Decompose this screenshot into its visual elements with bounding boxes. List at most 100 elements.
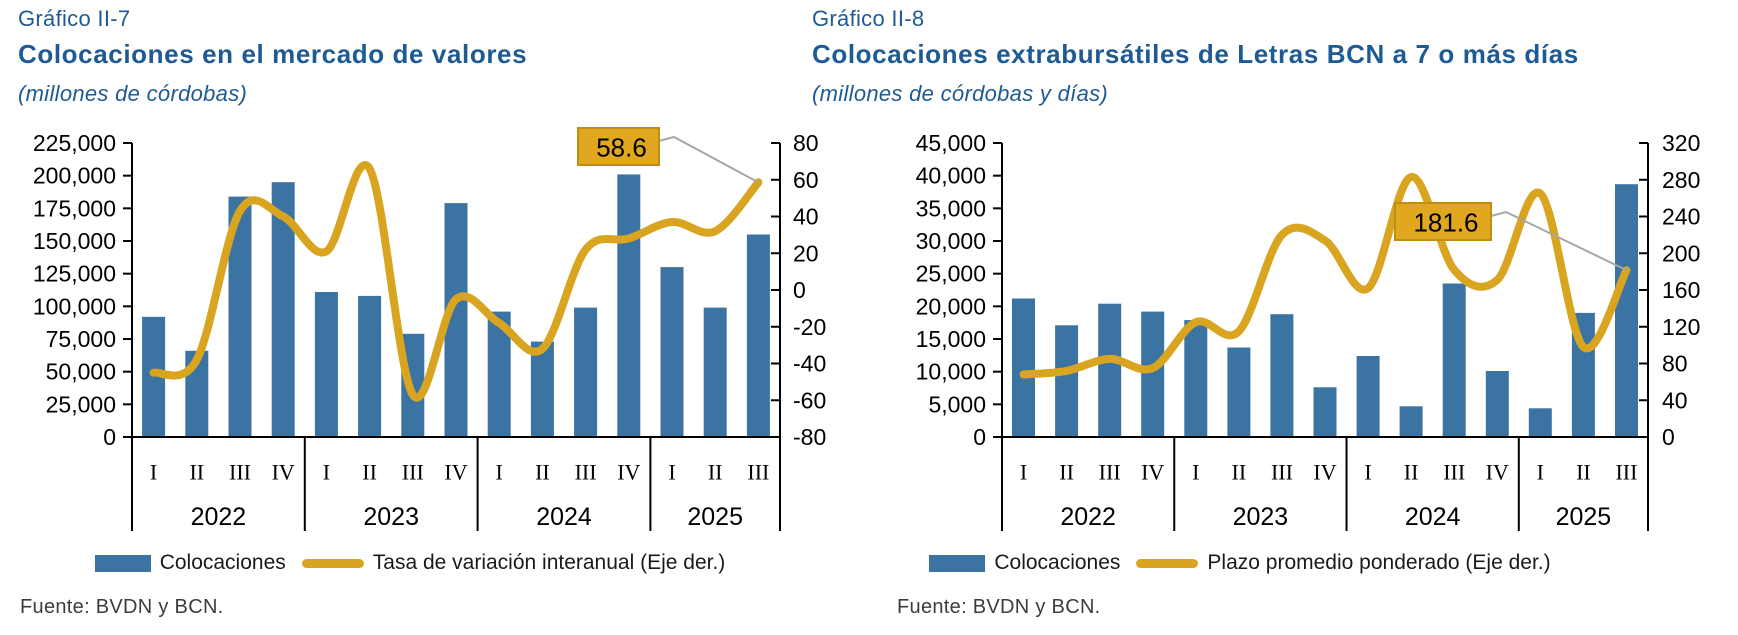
- quarter-label: I: [1537, 460, 1544, 485]
- chart-grafico-ii-7: Gráfico II-7 Colocaciones en el mercado …: [0, 0, 860, 635]
- left-axis-tick-label: 45,000: [916, 130, 986, 156]
- legend-bar-label: Colocaciones: [159, 551, 286, 574]
- quarter-label: II: [1232, 460, 1247, 485]
- quarter-label: I: [668, 460, 675, 485]
- bar-2024-III: [574, 307, 598, 437]
- bar-2023-IV: [1313, 387, 1337, 437]
- bar-2025-II: [703, 307, 727, 437]
- left-axis-tick-label: 10,000: [916, 359, 986, 385]
- trend-line: [1019, 173, 1631, 379]
- bar-2025-I: [660, 267, 684, 437]
- legend-bar-label: Colocaciones: [994, 551, 1121, 574]
- bar-2024-II: [1399, 406, 1423, 437]
- bar-2022-III: [228, 196, 252, 437]
- bar-2022-II: [1055, 325, 1079, 437]
- data-label-text: 58.6: [596, 133, 647, 163]
- quarter-label: IV: [617, 460, 640, 485]
- quarter-label: I: [1020, 460, 1027, 485]
- right-axis-tick-label: 80: [1662, 351, 1688, 377]
- left-axis-tick-label: 0: [973, 424, 986, 450]
- bar-2025-I: [1528, 408, 1552, 437]
- bar-2025-III: [746, 234, 770, 437]
- year-label: 2024: [536, 503, 592, 531]
- chart-legend: Colocaciones Plazo promedio ponderado (E…: [870, 551, 1610, 575]
- data-label-box: [1394, 202, 1492, 241]
- right-axis-tick-label: 80: [793, 130, 819, 156]
- right-axis-tick-label: 0: [1662, 424, 1675, 450]
- year-label: 2023: [363, 503, 419, 531]
- quarter-label: IV: [1313, 460, 1336, 485]
- bar-2024-III: [1442, 283, 1466, 437]
- quarter-label: II: [535, 460, 550, 485]
- bar-line-chart-canvas: 45,000 40,000 35,000 30,000 25,000 20,000 15,0…: [916, 130, 1700, 531]
- right-axis-tick-label: -80: [793, 424, 826, 450]
- quarter-label: II: [1404, 460, 1419, 485]
- left-axis-tick-label: 5,000: [928, 391, 986, 417]
- quarter-label: III: [1615, 460, 1637, 485]
- year-label: 2022: [191, 503, 247, 531]
- right-axis-tick-label: 40: [1662, 387, 1688, 413]
- left-axis-tick-label: 20,000: [916, 293, 986, 319]
- quarter-label: II: [1059, 460, 1074, 485]
- left-axis-tick-label: 150,000: [33, 228, 116, 254]
- legend-line-swatch: [301, 558, 364, 568]
- quarter-label: I: [496, 460, 503, 485]
- source-note: Fuente: BVDN y BCN.: [20, 596, 224, 618]
- left-axis-tick-label: 175,000: [33, 195, 116, 221]
- year-label: 2025: [1556, 503, 1612, 531]
- quarter-label: II: [362, 460, 377, 485]
- year-label: 2024: [1405, 503, 1461, 531]
- quarter-label: III: [1443, 460, 1465, 485]
- left-axis-tick-label: 0: [103, 424, 116, 450]
- chart-subtitle: (millones de córdobas y días): [812, 81, 1109, 106]
- right-axis-tick-label: -60: [793, 387, 826, 413]
- bar-2022-IV: [1141, 311, 1165, 437]
- right-axis-tick-label: 0: [793, 277, 806, 303]
- bar-line-chart-canvas: 225,000 200,000 175,000 150,000 125,000 100,0…: [33, 127, 826, 531]
- bar-2025-III: [1615, 184, 1638, 437]
- right-axis-tick-label: 200: [1662, 240, 1700, 266]
- left-axis-tick-label: 50,000: [46, 359, 116, 385]
- left-axis-tick-label: 125,000: [33, 261, 116, 287]
- quarter-label: III: [1099, 460, 1121, 485]
- left-axis-tick-label: 75,000: [46, 326, 116, 352]
- bar-2023-IV: [444, 203, 468, 437]
- quarter-label: IV: [444, 460, 467, 485]
- left-axis-tick-label: 25,000: [916, 261, 986, 287]
- bar-2022-III: [1098, 303, 1122, 437]
- chart-subtitle: (millones de córdobas): [18, 81, 248, 106]
- quarter-label: IV: [272, 460, 295, 485]
- quarter-label: III: [575, 460, 597, 485]
- data-label-text: 181.6: [1413, 208, 1478, 238]
- right-axis-tick-label: 60: [793, 167, 819, 193]
- right-axis-tick-label: 320: [1662, 130, 1700, 156]
- bar-2022-IV: [271, 182, 295, 437]
- right-axis-tick-label: 160: [1662, 277, 1700, 303]
- quarter-label: II: [189, 460, 204, 485]
- chart-number-label: Gráfico II-7: [18, 6, 131, 31]
- legend-bar-swatch: [94, 554, 151, 572]
- quarter-label: II: [708, 460, 723, 485]
- quarter-label: IV: [1141, 460, 1164, 485]
- data-label-leader-line: [658, 135, 759, 184]
- bar-2024-I: [1356, 356, 1380, 437]
- bar-2024-IV: [1485, 371, 1509, 437]
- legend-bar-swatch: [929, 554, 986, 572]
- right-axis-tick-label: 20: [793, 240, 819, 266]
- chart-grafico-ii-8: Gráfico II-8 Colocaciones extrabursátile…: [812, 0, 1738, 635]
- quarter-label: I: [150, 460, 157, 485]
- data-label-box: [577, 127, 660, 166]
- right-axis-tick-label: 240: [1662, 204, 1700, 230]
- quarter-label: IV: [1486, 460, 1509, 485]
- bar-2024-I: [487, 311, 511, 437]
- right-axis-tick-label: 40: [793, 204, 819, 230]
- quarter-label: II: [1576, 460, 1591, 485]
- left-axis-tick-label: 200,000: [33, 163, 116, 189]
- bar-2023-I: [1184, 320, 1208, 437]
- legend-line-label: Plazo promedio ponderado (Eje der.): [1207, 551, 1551, 574]
- bar-2024-II: [530, 341, 554, 437]
- bar-2023-I: [314, 292, 338, 437]
- quarter-label: III: [402, 460, 424, 485]
- year-label: 2022: [1060, 503, 1116, 531]
